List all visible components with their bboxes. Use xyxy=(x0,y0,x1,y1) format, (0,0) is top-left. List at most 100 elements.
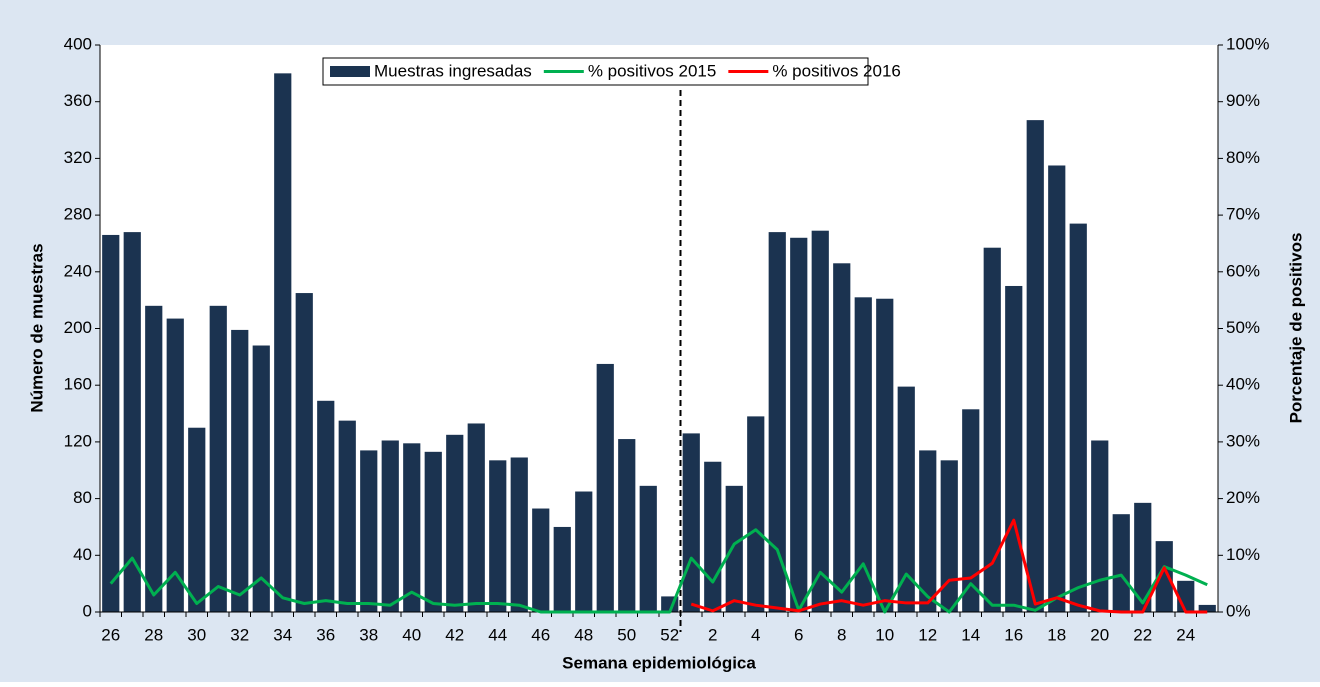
y2-tick-label: 40% xyxy=(1226,375,1260,394)
line xyxy=(690,518,1208,614)
x-tick-label: 32 xyxy=(230,625,249,644)
y2-tick-label: 90% xyxy=(1226,91,1260,110)
bar xyxy=(317,400,335,612)
y2-tick-label: 20% xyxy=(1226,488,1260,507)
y-tick-label: 160 xyxy=(64,375,92,394)
bar xyxy=(295,293,313,612)
y-tick-label: 240 xyxy=(64,261,92,280)
bar xyxy=(1112,514,1130,612)
bar xyxy=(790,237,808,612)
x-tick-label: 44 xyxy=(488,625,507,644)
x-tick-label: 20 xyxy=(1090,625,1109,644)
y2-tick-label: 30% xyxy=(1226,431,1260,450)
x-tick-label: 36 xyxy=(316,625,335,644)
x-tick-label: 24 xyxy=(1176,625,1195,644)
y2-axis-title: Porcentaje de positivos xyxy=(1286,233,1305,424)
bar xyxy=(188,427,206,612)
y2-tick-label: 100% xyxy=(1226,34,1269,53)
bar xyxy=(940,460,958,612)
x-tick-label: 34 xyxy=(273,625,292,644)
x-tick-label: 30 xyxy=(187,625,206,644)
bar xyxy=(166,318,184,612)
y-tick-label: 40 xyxy=(73,545,92,564)
bar xyxy=(102,234,120,612)
bar xyxy=(1091,440,1109,612)
bar xyxy=(510,457,528,612)
y2-tick-label: 80% xyxy=(1226,148,1260,167)
x-tick-label: 50 xyxy=(617,625,636,644)
bar xyxy=(854,297,872,612)
x-tick-label: 4 xyxy=(751,625,760,644)
x-tick-label: 10 xyxy=(875,625,894,644)
x-axis-title: Semana epidemiológica xyxy=(562,653,756,672)
y-axis-title: Número de muestras xyxy=(27,243,46,412)
bar xyxy=(532,508,550,612)
bar xyxy=(209,305,227,612)
y-tick-label: 120 xyxy=(64,431,92,450)
x-tick-label: 52 xyxy=(660,625,679,644)
x-tick-label: 46 xyxy=(531,625,550,644)
x-tick-label: 28 xyxy=(144,625,163,644)
bar xyxy=(1069,223,1087,613)
bar xyxy=(403,443,421,612)
x-tick-label: 2 xyxy=(708,625,717,644)
bar xyxy=(1048,165,1066,613)
legend-swatch xyxy=(330,66,370,77)
bar xyxy=(1134,502,1152,612)
y-tick-label: 0 xyxy=(83,601,92,620)
x-tick-label: 42 xyxy=(445,625,464,644)
bar xyxy=(919,450,937,612)
bar xyxy=(639,485,657,612)
bar xyxy=(876,298,894,612)
legend-label: % positivos 2015 xyxy=(588,61,717,80)
bar xyxy=(1005,285,1023,612)
legend-label: Muestras ingresadas xyxy=(374,61,532,80)
y-tick-label: 400 xyxy=(64,34,92,53)
bar xyxy=(489,460,507,612)
bar xyxy=(897,386,915,612)
bar xyxy=(424,451,442,612)
bar xyxy=(983,247,1001,612)
x-tick-label: 6 xyxy=(794,625,803,644)
legend-label: % positivos 2016 xyxy=(772,61,901,80)
bar xyxy=(252,345,270,612)
y-tick-label: 80 xyxy=(73,488,92,507)
y2-tick-label: 70% xyxy=(1226,205,1260,224)
bar xyxy=(446,434,464,612)
y-tick-label: 360 xyxy=(64,91,92,110)
y2-tick-label: 0% xyxy=(1226,601,1251,620)
bar xyxy=(1198,604,1216,612)
y-tick-label: 280 xyxy=(64,205,92,224)
x-tick-label: 16 xyxy=(1004,625,1023,644)
x-tick-label: 40 xyxy=(402,625,421,644)
x-tick-label: 12 xyxy=(918,625,937,644)
bar xyxy=(962,409,980,612)
x-tick-label: 48 xyxy=(574,625,593,644)
legend xyxy=(322,57,869,86)
bar xyxy=(231,329,249,612)
bar xyxy=(575,491,593,612)
bar xyxy=(704,461,722,612)
bar xyxy=(360,450,378,612)
y-tick-label: 200 xyxy=(64,318,92,337)
y-tick-label: 320 xyxy=(64,148,92,167)
bar xyxy=(145,305,163,612)
bar xyxy=(553,526,571,612)
bar xyxy=(833,263,851,612)
bar xyxy=(768,232,786,613)
y2-tick-label: 50% xyxy=(1226,318,1260,337)
bar xyxy=(467,423,485,612)
bar xyxy=(338,420,356,612)
x-tick-label: 14 xyxy=(961,625,980,644)
y2-tick-label: 10% xyxy=(1226,545,1260,564)
bar xyxy=(123,232,141,613)
bar xyxy=(725,485,743,612)
bar xyxy=(274,73,292,613)
y2-tick-label: 60% xyxy=(1226,261,1260,280)
bar xyxy=(1155,541,1173,612)
line xyxy=(109,528,1208,614)
x-tick-label: 18 xyxy=(1047,625,1066,644)
bar xyxy=(682,433,700,612)
x-tick-label: 26 xyxy=(101,625,120,644)
